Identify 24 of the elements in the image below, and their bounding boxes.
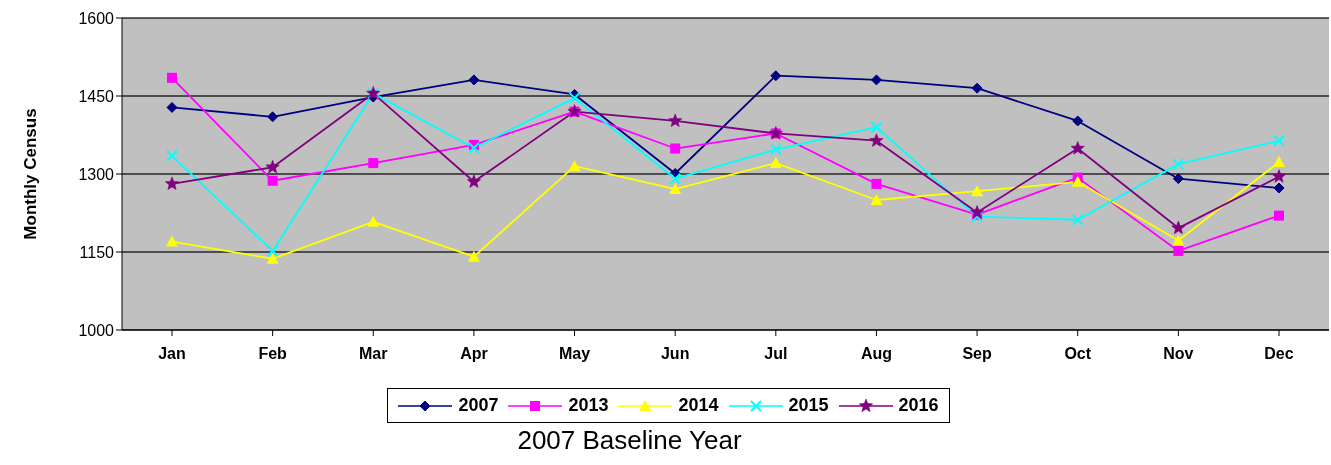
x-tick-label: Jun (660, 345, 690, 363)
x-tick-label: Sep (962, 345, 992, 363)
x-tick-label: May (558, 345, 591, 363)
x-tick-label: Jul (764, 345, 788, 363)
legend-label: 2016 (898, 395, 939, 416)
x-tick-label: Nov (1163, 345, 1194, 363)
legend-label: 2013 (568, 395, 609, 416)
legend-label: 2015 (788, 395, 829, 416)
x-tick-label: Jan (158, 345, 186, 363)
y-tick-label: 1000 (78, 321, 115, 339)
x-tick-label: Apr (460, 345, 488, 363)
text: 2007 Baseline Year (516, 425, 743, 456)
x-tick-label: Oct (1064, 345, 1092, 363)
y-tick-label: 1450 (78, 87, 115, 105)
y-tick-label: 1300 (78, 165, 115, 183)
x-tick-label: Dec (1264, 345, 1294, 363)
y-tick-label: 1150 (79, 243, 115, 261)
y-axis-title: Monthly Census (21, 108, 41, 240)
x-tick-label: Feb (258, 345, 288, 363)
x-tick-label: Aug (860, 345, 893, 363)
legend-label: 2007 (458, 395, 499, 416)
y-tick-label: 1600 (78, 9, 115, 27)
legend-label: 2014 (678, 395, 719, 416)
x-tick-label: Mar (359, 345, 388, 363)
